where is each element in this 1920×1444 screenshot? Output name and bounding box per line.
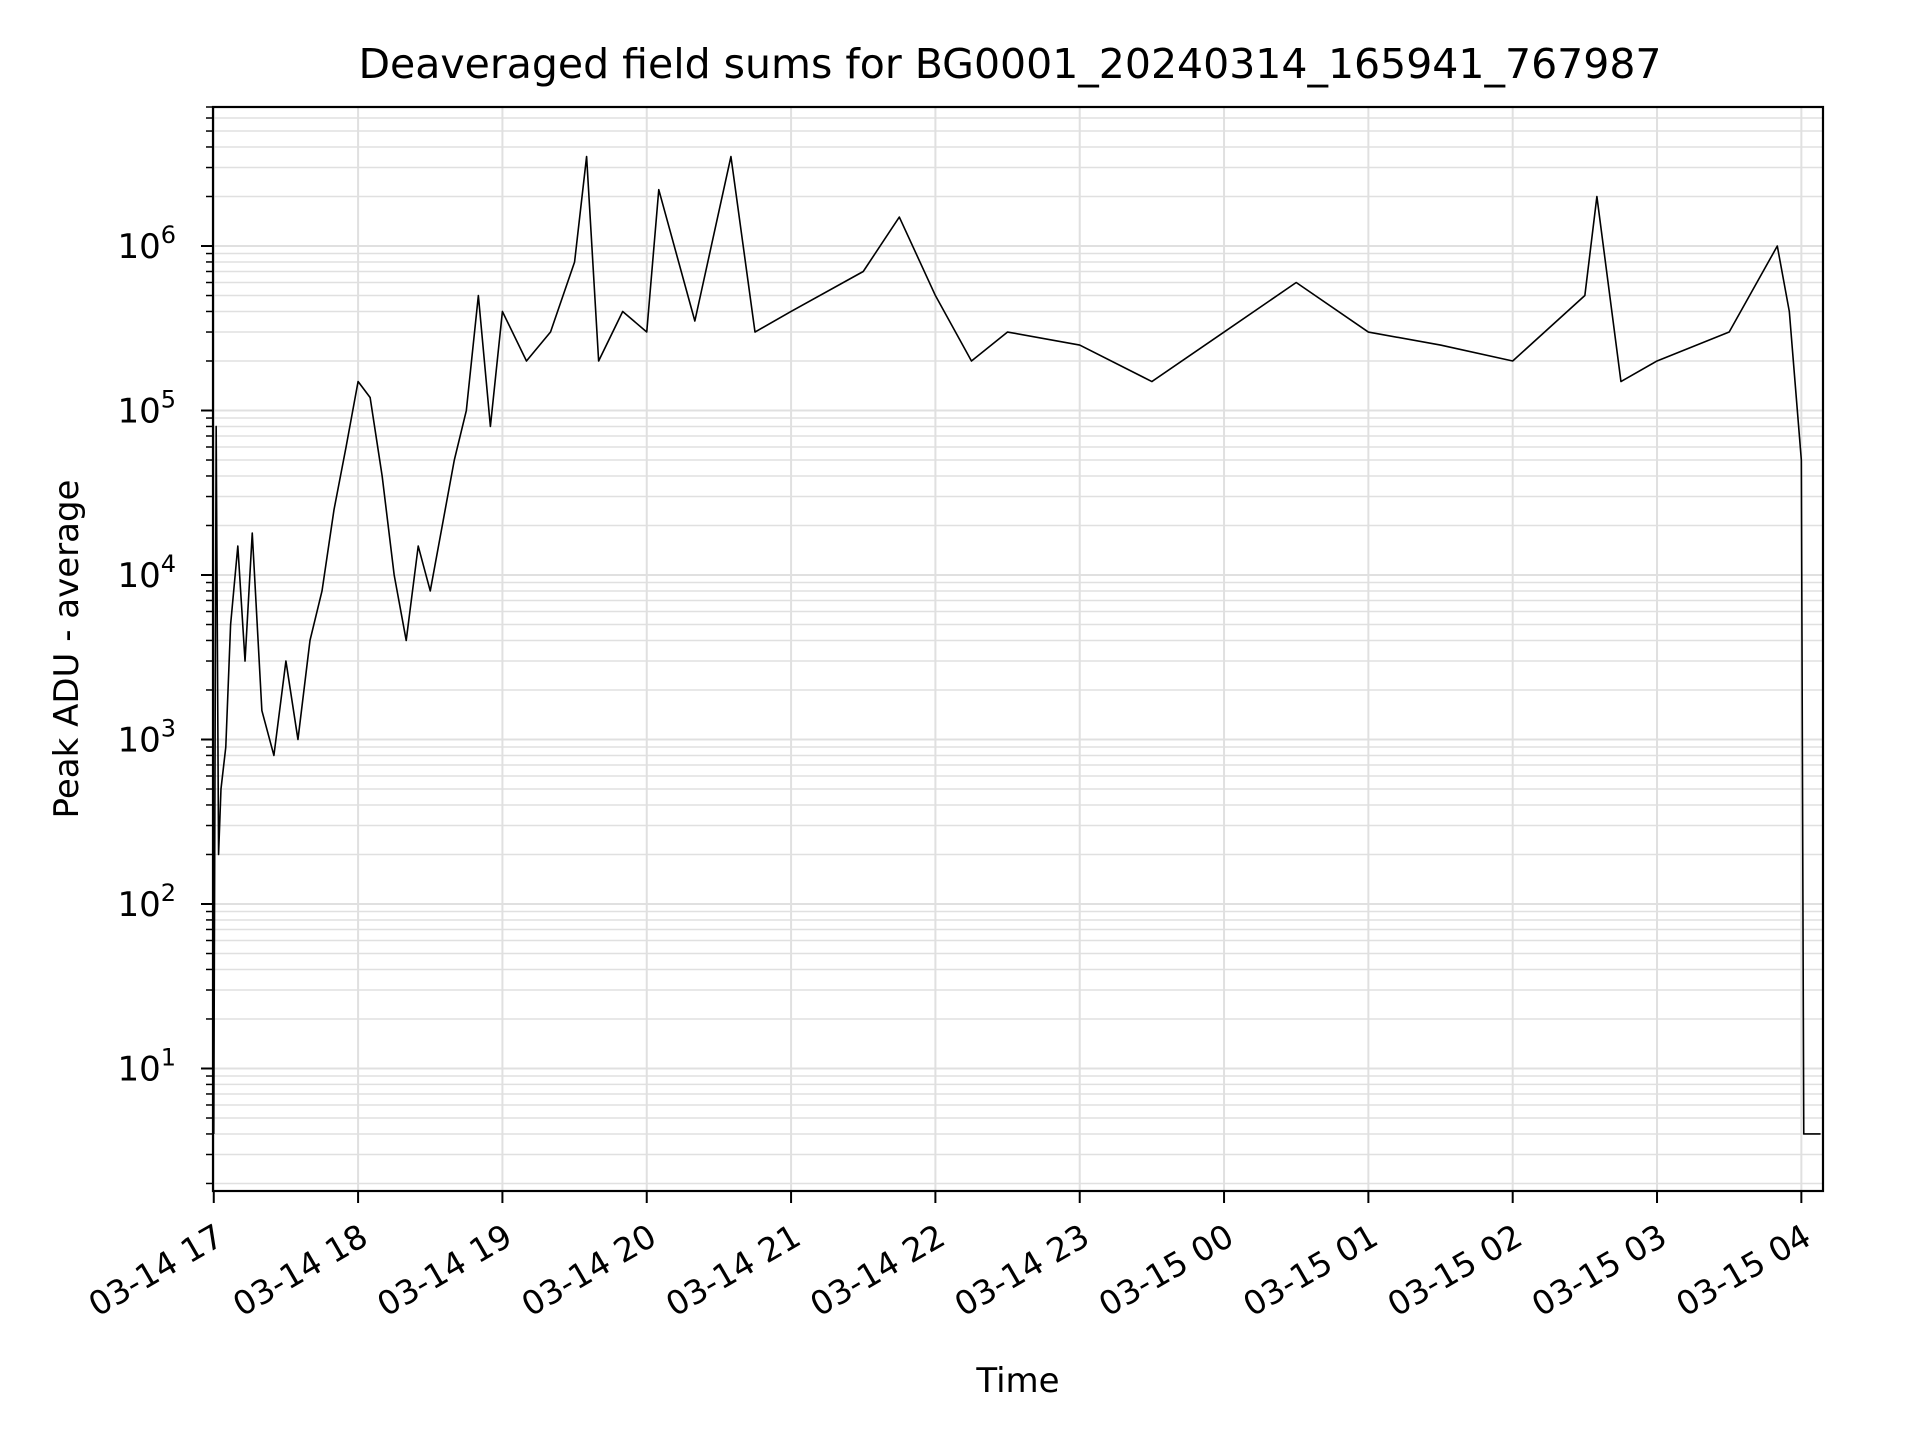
series-layer xyxy=(212,155,1821,1135)
y-tick-label: 103 xyxy=(117,715,176,761)
x-tick-label: 03-15 00 xyxy=(1092,1216,1240,1324)
y-tick-exponent: 6 xyxy=(161,221,176,249)
plot-area-frame xyxy=(211,105,1825,1193)
y-axis-label: Peak ADU - average xyxy=(47,480,87,819)
x-tick-label: 03-15 03 xyxy=(1525,1216,1673,1324)
y-tick-exponent: 2 xyxy=(161,879,176,907)
x-tick-label: 03-14 19 xyxy=(370,1216,518,1324)
x-tick-label: 03-14 18 xyxy=(226,1216,374,1324)
x-tick-label: 03-14 20 xyxy=(515,1216,663,1324)
y-tick-base: 10 xyxy=(117,227,160,267)
x-tick-label: 03-14 21 xyxy=(659,1216,807,1324)
grid-layer xyxy=(212,106,1823,1191)
y-tick-exponent: 3 xyxy=(161,715,176,743)
x-tick-label: 03-15 02 xyxy=(1381,1216,1529,1324)
y-tick-base: 10 xyxy=(117,721,160,761)
x-tick-label: 03-14 22 xyxy=(803,1216,951,1324)
y-tick-label: 104 xyxy=(117,550,176,596)
y-tick-exponent: 4 xyxy=(161,550,176,578)
x-tick-label: 03-15 01 xyxy=(1236,1216,1384,1324)
y-tick-label: 102 xyxy=(117,879,176,925)
series-line xyxy=(212,155,1821,1135)
x-tick-label: 03-14 17 xyxy=(82,1216,230,1324)
x-axis-label: Time xyxy=(975,1361,1059,1401)
y-tick-label: 106 xyxy=(117,221,176,267)
y-tick-base: 10 xyxy=(117,392,160,432)
y-tick-label: 101 xyxy=(117,1043,176,1089)
x-tick-label: 03-14 23 xyxy=(948,1216,1096,1324)
y-tick-exponent: 1 xyxy=(161,1043,176,1071)
chart-title: Deaveraged field sums for BG0001_2024031… xyxy=(358,40,1661,88)
y-tick-exponent: 5 xyxy=(161,386,176,414)
y-tick-base: 10 xyxy=(117,556,160,596)
y-tick-base: 10 xyxy=(117,885,160,925)
x-tick-label: 03-15 04 xyxy=(1669,1216,1817,1324)
y-tick-base: 10 xyxy=(117,1049,160,1089)
y-tick-label: 105 xyxy=(117,386,176,432)
